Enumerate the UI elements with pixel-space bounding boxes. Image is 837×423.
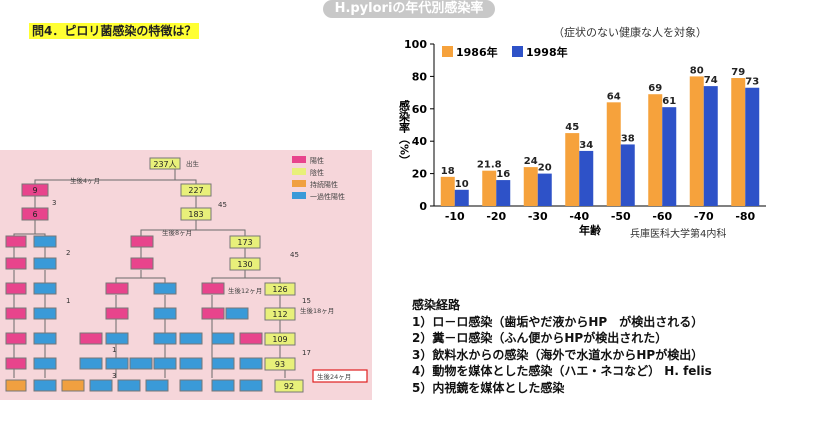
bar-value-label: 24 xyxy=(524,156,538,167)
tree-node-count: 6 xyxy=(32,210,37,219)
tree-side-number: 45 xyxy=(218,201,227,209)
legend-swatch xyxy=(512,46,523,57)
route-item: 4）動物を媒体とした感染（ハエ・ネコなど） H. felis xyxy=(412,364,712,378)
infection-tree-figure: 陽性 陰性 持続陽性 一過性陽性 237人 9 227 6 183 173 13… xyxy=(0,150,372,400)
bar xyxy=(620,144,635,206)
tree-node-count: 109 xyxy=(272,335,287,344)
bar xyxy=(537,173,552,206)
bar-value-label: 45 xyxy=(565,122,579,133)
bar xyxy=(606,102,621,206)
bar-value-label: 79 xyxy=(731,67,745,78)
bar xyxy=(648,94,663,206)
bar-value-label: 73 xyxy=(745,77,759,88)
tree-node-count: 92 xyxy=(284,382,294,391)
bar xyxy=(579,150,594,206)
tree-age-label: 生後8ヶ月 xyxy=(162,228,192,237)
chart-subtitle: （症状のない健康な人を対象） xyxy=(553,26,707,39)
y-axis-label: 感染率（%） xyxy=(398,99,412,166)
y-tick-label: 40 xyxy=(412,135,428,148)
route-item: 3）飲料水からの感染（海外で水道水からHPが検出） xyxy=(412,347,704,362)
bar-value-label: 69 xyxy=(648,83,662,94)
tree-side-number: 3 xyxy=(112,372,116,380)
x-axis-label: 年齢 xyxy=(579,223,602,237)
tree-legend-label: 一過性陽性 xyxy=(310,192,345,201)
x-tick-label: -40 xyxy=(569,210,589,223)
tree-node-count: 9 xyxy=(32,186,37,195)
tree-age-label: 生後4ヶ月 xyxy=(70,176,100,185)
bar-value-label: 80 xyxy=(690,65,704,76)
bar-value-label: 10 xyxy=(455,179,469,190)
tree-age-label: 生後18ヶ月 xyxy=(300,306,334,315)
tree-age-label: 生後12ヶ月 xyxy=(228,286,262,295)
chart-credit: 兵庫医科大学第4内科 xyxy=(630,229,727,240)
bar-value-label: 16 xyxy=(496,169,510,180)
tree-side-number: 1 xyxy=(112,346,116,354)
infection-rate-chart: 020406080100-101810-2021.816-302420-4045… xyxy=(398,38,766,237)
bar xyxy=(496,180,511,206)
tree-side-number: 3 xyxy=(52,199,56,207)
tree-node-count: 130 xyxy=(237,260,252,269)
tree-age-label: 生後24ヶ月 xyxy=(317,372,351,381)
svg-text:出生: 出生 xyxy=(186,159,200,168)
tree-node-count: 183 xyxy=(188,210,203,219)
bar xyxy=(662,107,677,206)
tree-legend-label: 陽性 xyxy=(310,156,324,165)
question-heading: 問4．ピロリ菌感染の特徴は？ xyxy=(29,23,200,39)
bar-value-label: 18 xyxy=(441,166,455,177)
bar-value-label: 21.8 xyxy=(477,160,502,171)
tree-side-number: 45 xyxy=(290,251,299,259)
bar xyxy=(454,189,469,206)
y-tick-label: 20 xyxy=(412,168,428,181)
x-tick-label: -30 xyxy=(528,210,548,223)
legend-swatch xyxy=(442,46,453,57)
bar-value-label: 20 xyxy=(538,163,552,174)
x-tick-label: -10 xyxy=(445,210,465,223)
legend-label: 1986年 xyxy=(456,45,498,59)
bar xyxy=(565,133,580,206)
bar-value-label: 74 xyxy=(704,75,718,86)
tree-node-count: 173 xyxy=(237,238,252,247)
bar xyxy=(482,170,497,206)
bar xyxy=(689,76,704,207)
bar xyxy=(745,87,760,206)
tree-side-number: 1 xyxy=(66,297,70,305)
x-tick-label: -70 xyxy=(694,210,714,223)
bar-value-label: 61 xyxy=(662,96,676,107)
bar xyxy=(523,167,538,206)
tree-node-count: 237人 xyxy=(153,160,176,169)
route-item: 2）糞－ロ感染（ふん便からHPが検出された） xyxy=(412,331,668,345)
tree-side-number: 2 xyxy=(66,249,70,257)
tree-node-count: 227 xyxy=(188,186,203,195)
bar-value-label: 34 xyxy=(579,140,593,151)
tree-node-count: 93 xyxy=(275,360,285,369)
bar-value-label: 64 xyxy=(607,91,621,102)
bar xyxy=(703,86,718,206)
y-tick-label: 60 xyxy=(412,103,428,116)
tree-legend-label: 陰性 xyxy=(310,168,324,177)
chart-title: H.pyloriの年代別感染率 xyxy=(323,0,495,18)
x-tick-label: -50 xyxy=(611,210,631,223)
bar-value-label: 38 xyxy=(621,133,635,144)
y-tick-label: 80 xyxy=(412,70,428,83)
x-tick-label: -80 xyxy=(735,210,755,223)
y-tick-label: 100 xyxy=(404,38,427,51)
tree-side-number: 15 xyxy=(302,297,311,305)
x-tick-label: -60 xyxy=(652,210,672,223)
routes-heading: 感染経路 xyxy=(412,298,461,312)
bar xyxy=(440,176,455,206)
infection-tree-svg: 陽性 陰性 持続陽性 一過性陽性 237人 9 227 6 183 173 13… xyxy=(5,156,368,393)
tree-node-count: 126 xyxy=(272,285,287,294)
route-item: 5）内視鏡を媒体とした感染 xyxy=(412,380,565,395)
infection-routes: 感染経路 1）ロ－ロ感染（歯垢やだ液からHP が検出される） 2）糞－ロ感染（ふ… xyxy=(412,297,712,396)
bar xyxy=(731,78,746,206)
route-item: 1）ロ－ロ感染（歯垢やだ液からHP が検出される） xyxy=(412,314,704,329)
tree-side-number: 17 xyxy=(302,349,311,357)
x-tick-label: -20 xyxy=(486,210,506,223)
tree-node-count: 112 xyxy=(272,310,287,319)
tree-legend-label: 持続陽性 xyxy=(310,180,338,189)
y-tick-label: 0 xyxy=(419,200,427,213)
legend-label: 1998年 xyxy=(526,45,568,59)
